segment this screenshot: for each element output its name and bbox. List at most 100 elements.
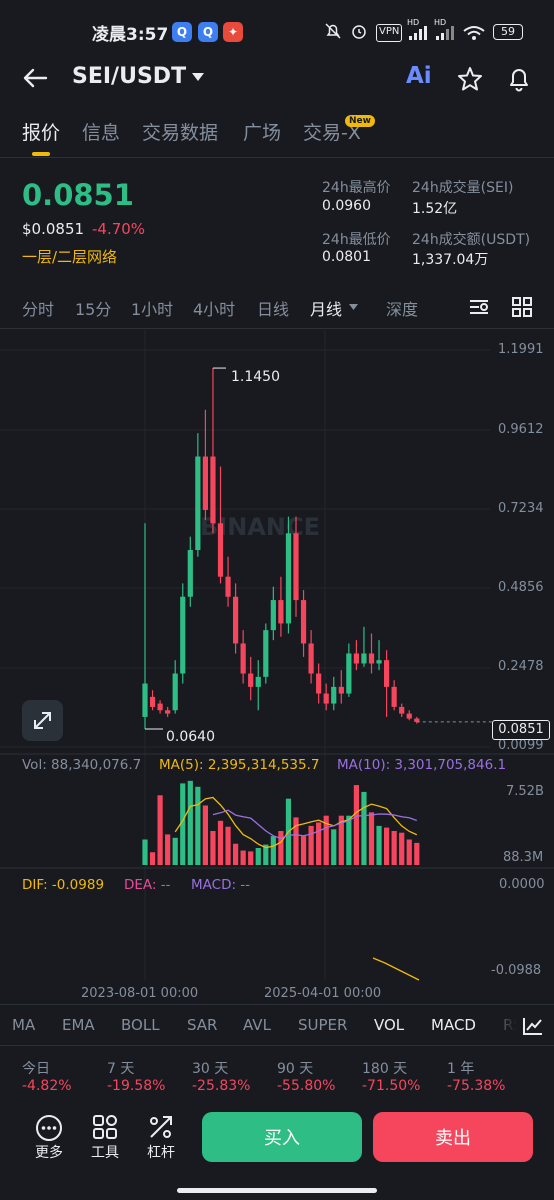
indicator-super[interactable]: SUPER [298, 1016, 348, 1034]
perf-label-7d: 7 天 [107, 1061, 135, 1077]
volume-bar [248, 851, 254, 865]
expand-icon [34, 712, 51, 729]
volume-bar [255, 848, 261, 865]
hd1-label: HD [407, 18, 420, 27]
ma10-line [212, 809, 418, 840]
leverage-label[interactable]: 杠杆 [147, 1145, 175, 1161]
interval-dropdown-icon[interactable] [348, 303, 359, 311]
grid-layout-icon[interactable] [511, 296, 533, 318]
signal2-icon [436, 26, 454, 40]
tab-info[interactable]: 信息 [82, 122, 121, 144]
price-tick: 0.2478 [498, 659, 544, 674]
perf-value-90d: -55.80% [277, 1078, 336, 1094]
chart-settings-icon[interactable] [468, 296, 490, 318]
volume-bar [172, 837, 178, 865]
volume-bar [187, 780, 193, 865]
interval-4h[interactable]: 4小时 [193, 300, 236, 319]
candle-body [353, 653, 359, 664]
candle-body [270, 600, 276, 631]
home-indicator[interactable] [177, 1188, 377, 1193]
mute-bell-icon [325, 23, 341, 39]
volume-bar [414, 842, 420, 865]
back-arrow-icon[interactable] [22, 67, 48, 89]
sell-button[interactable]: 卖出 [373, 1112, 533, 1162]
battery-level: 59 [501, 25, 515, 38]
ai-icon[interactable]: Ai [406, 63, 432, 89]
indicator-boll[interactable]: BOLL [121, 1016, 160, 1034]
macd-label: MACD: -- [191, 877, 251, 893]
volume-bar [165, 834, 171, 865]
interval-month[interactable]: 月线 [310, 300, 343, 319]
app-q-icon: Q [172, 22, 192, 42]
indicator-sar[interactable]: SAR [187, 1016, 218, 1034]
sell-label: 卖出 [435, 1128, 471, 1149]
indicator-settings-icon[interactable] [522, 1016, 544, 1036]
indicator-vol[interactable]: VOL [374, 1016, 405, 1034]
notification-bell-icon[interactable] [506, 65, 532, 93]
candle-body [217, 523, 224, 577]
candlestick-chart[interactable]: BINANCE [0, 330, 554, 1010]
price-change: -4.70% [92, 220, 146, 238]
tools-label[interactable]: 工具 [91, 1145, 119, 1161]
more-label[interactable]: 更多 [35, 1145, 63, 1161]
network-tag[interactable]: 一层/二层网络 [22, 248, 118, 266]
candle-body [331, 686, 337, 704]
volume-bar [331, 829, 337, 865]
buy-button[interactable]: 买入 [202, 1112, 362, 1162]
interval-1h[interactable]: 1小时 [131, 300, 174, 319]
volume-bar [346, 815, 352, 865]
volume-bar [399, 832, 405, 865]
leverage-icon[interactable] [148, 1114, 174, 1140]
app-colorful-icon: ✦ [223, 22, 243, 42]
interval-time[interactable]: 分时 [22, 300, 55, 319]
volume-bar [338, 815, 344, 865]
interval-15m[interactable]: 15分 [75, 300, 112, 319]
tab-quote[interactable]: 报价 [22, 122, 61, 144]
candle-body [323, 693, 329, 704]
volume-bar [308, 825, 314, 865]
status-bar: 凌晨3:57 Q Q ✦ VPN HD HD 59 [0, 0, 554, 62]
volume-bars-group [142, 780, 420, 865]
more-icon[interactable] [35, 1114, 63, 1142]
tab-square[interactable]: 广场 [243, 122, 282, 144]
indicator-macd[interactable]: MACD [431, 1016, 476, 1034]
price-tick: 0.0099 [498, 738, 544, 753]
pair-dropdown-icon[interactable] [191, 72, 205, 82]
current-price-value: 0.0851 [498, 722, 544, 737]
candle-body [142, 683, 148, 717]
candle-body [300, 600, 307, 644]
candle-body [210, 456, 216, 524]
candle-body [368, 653, 375, 664]
candle-body [180, 596, 186, 674]
candle-body [225, 576, 231, 597]
low-value: 0.0801 [322, 249, 371, 265]
interval-day[interactable]: 日线 [257, 300, 290, 319]
indicator-avl[interactable]: AVL [243, 1016, 271, 1034]
tools-icon[interactable] [92, 1114, 118, 1140]
chart-grid [0, 330, 554, 980]
perf-label-180d: 180 天 [362, 1061, 408, 1077]
indicator-ema[interactable]: EMA [62, 1016, 95, 1034]
tab-trade-data[interactable]: 交易数据 [142, 122, 219, 144]
candle-body [195, 456, 201, 551]
overlay-group [145, 367, 492, 981]
indicator-ma[interactable]: MA [12, 1016, 36, 1034]
candle-body [308, 643, 314, 674]
last-price: 0.0851 [22, 178, 134, 212]
volume-bar [391, 831, 397, 865]
pair-title[interactable]: SEI/USDT [72, 64, 187, 89]
fullscreen-button[interactable] [22, 700, 63, 741]
candle-body [376, 660, 382, 664]
macd-axis-top: 0.0000 [499, 877, 545, 892]
candle-body [285, 533, 292, 624]
price-tick: 0.4856 [498, 580, 544, 595]
volume-bar [316, 822, 322, 865]
tab-trade-x[interactable]: 交易-X [303, 122, 361, 144]
volume-bar [195, 786, 201, 865]
star-icon[interactable] [457, 66, 483, 92]
perf-label-1y: 1 年 [447, 1061, 475, 1077]
dea-label: DEA: -- [124, 877, 171, 893]
active-tab-indicator [32, 152, 50, 156]
volume-bar [278, 831, 284, 865]
interval-depth[interactable]: 深度 [386, 300, 419, 319]
